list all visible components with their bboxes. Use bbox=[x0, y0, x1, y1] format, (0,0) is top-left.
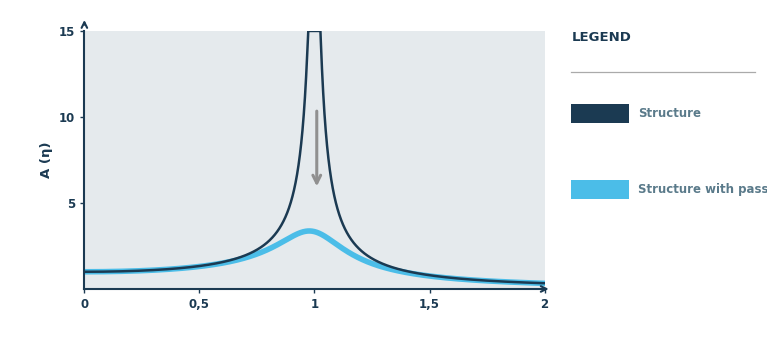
Text: Structure: Structure bbox=[638, 107, 701, 120]
Text: LEGEND: LEGEND bbox=[571, 31, 631, 44]
Text: Structure with passive TMD: Structure with passive TMD bbox=[638, 183, 767, 196]
Y-axis label: A (η): A (η) bbox=[41, 142, 54, 178]
